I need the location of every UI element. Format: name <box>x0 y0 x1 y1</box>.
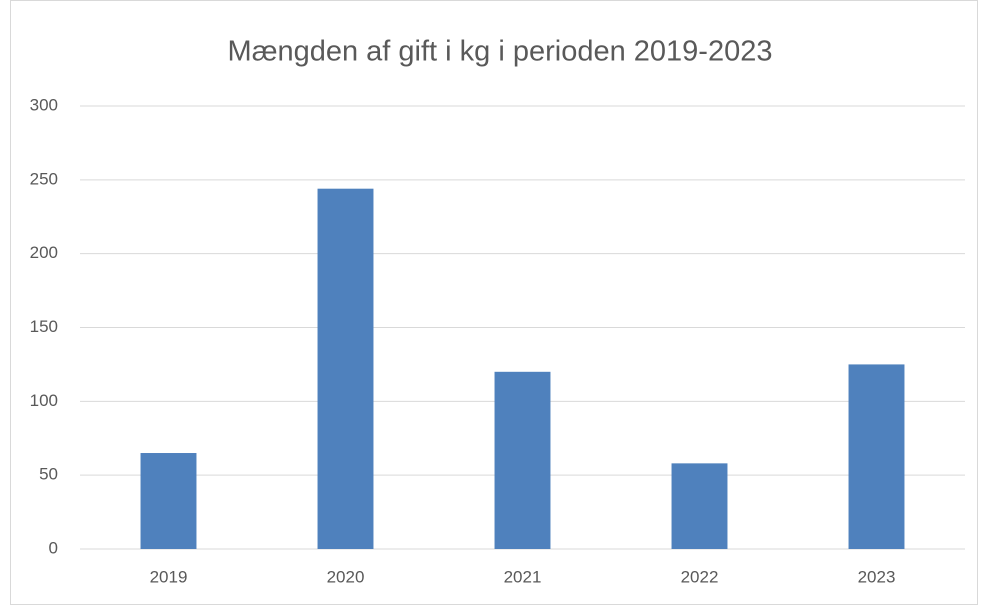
x-tick-label: 2022 <box>681 567 719 586</box>
y-tick-label: 50 <box>39 465 58 484</box>
x-tick-label: 2019 <box>150 567 188 586</box>
bar <box>848 364 905 549</box>
x-tick-label: 2020 <box>327 567 365 586</box>
y-tick-label: 150 <box>30 317 58 336</box>
bar <box>671 463 728 549</box>
y-tick-label: 300 <box>30 95 58 114</box>
y-tick-label: 0 <box>49 538 58 557</box>
x-tick-label: 2021 <box>504 567 542 586</box>
chart-title: Mængden af gift i kg i perioden 2019-202… <box>228 36 773 68</box>
y-tick-label: 100 <box>30 391 58 410</box>
y-tick-label: 200 <box>30 243 58 262</box>
x-tick-label: 2023 <box>858 567 896 586</box>
y-tick-label: 250 <box>30 169 58 188</box>
bar <box>317 188 374 549</box>
bar <box>494 371 551 549</box>
bar <box>140 453 197 549</box>
